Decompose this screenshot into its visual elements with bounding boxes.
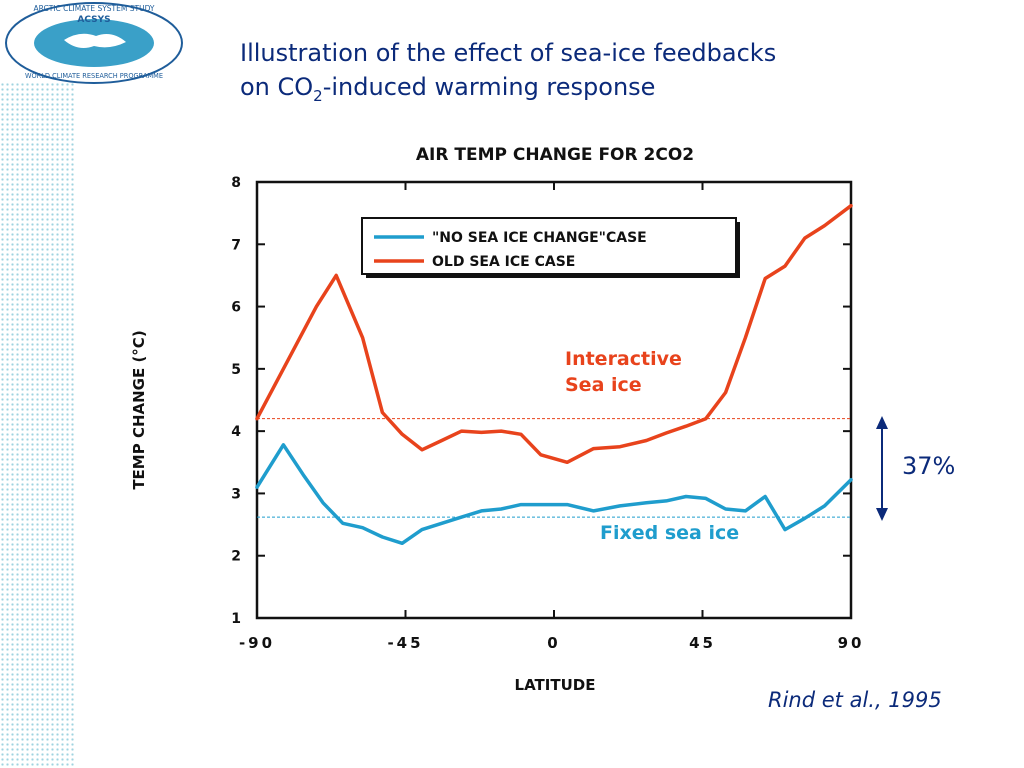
legend-label-no-sea-ice-change: "NO SEA ICE CHANGE"CASE xyxy=(432,230,647,246)
difference-arrow-head-up xyxy=(876,416,888,429)
x-axis-label: LATITUDE xyxy=(515,676,596,694)
legend: "NO SEA ICE CHANGE"CASE OLD SEA ICE CASE xyxy=(361,217,740,278)
logo-arc-bottom: WORLD CLIMATE RESEARCH PROGRAMME xyxy=(25,72,163,80)
x-tick-label: 0 xyxy=(547,634,560,652)
percent-difference: 37% xyxy=(902,452,956,480)
y-tick-label: 7 xyxy=(231,237,241,253)
legend-label-old-sea-ice: OLD SEA ICE CASE xyxy=(432,254,575,270)
y-tick-label: 2 xyxy=(231,549,241,565)
title-subscript: 2 xyxy=(313,86,323,105)
chart-title: AIR TEMP CHANGE FOR 2CO2 xyxy=(416,145,694,165)
dotted-side-pattern xyxy=(0,82,76,768)
logo-ice-shape xyxy=(64,33,126,48)
y-tick-label: 4 xyxy=(231,424,241,440)
y-tick-label: 3 xyxy=(231,486,241,502)
y-axis-label: TEMP CHANGE (°C) xyxy=(130,330,148,489)
y-tick-label: 8 xyxy=(231,175,241,191)
title-line-2-pre: on CO xyxy=(240,73,314,101)
title-line-1: Illustration of the effect of sea-ice fe… xyxy=(240,39,777,67)
acsys-logo: ACSYS ARCTIC CLIMATE SYSTEM STUDY WORLD … xyxy=(5,2,183,84)
x-tick-label: 90 xyxy=(838,634,865,652)
reference-lines xyxy=(257,418,851,518)
series-line-old-sea-ice xyxy=(255,203,853,465)
series-line-no-sea-ice-change xyxy=(255,443,853,546)
y-tick-label: 6 xyxy=(231,300,241,316)
annotation-fixed-sea-ice: Fixed sea ice xyxy=(600,522,739,544)
difference-arrow-head-down xyxy=(876,508,888,521)
citation: Rind et al., 1995 xyxy=(768,688,942,712)
y-tick-label: 5 xyxy=(231,362,241,378)
page-title: Illustration of the effect of sea-ice fe… xyxy=(240,36,776,104)
x-tick-label: 45 xyxy=(689,634,716,652)
x-tick-label: -90 xyxy=(239,634,275,652)
legend-box xyxy=(361,217,737,275)
logo-name: ACSYS xyxy=(77,15,110,25)
series-lines xyxy=(255,203,853,546)
logo-arc-top: ARCTIC CLIMATE SYSTEM STUDY xyxy=(33,4,154,13)
x-tick-labels: -90 -45 0 45 90 xyxy=(239,634,865,652)
annotation-interactive-line-1: Interactive xyxy=(565,348,682,370)
title-line-2-post: -induced warming response xyxy=(322,73,656,101)
axis-ticks xyxy=(256,181,852,619)
annotation-interactive-line-2: Sea ice xyxy=(565,374,642,396)
y-tick-labels: 1 2 3 4 5 6 7 8 xyxy=(231,175,241,627)
x-tick-label: -45 xyxy=(387,634,423,652)
difference-arrow xyxy=(876,416,888,521)
y-tick-label: 1 xyxy=(231,611,241,627)
